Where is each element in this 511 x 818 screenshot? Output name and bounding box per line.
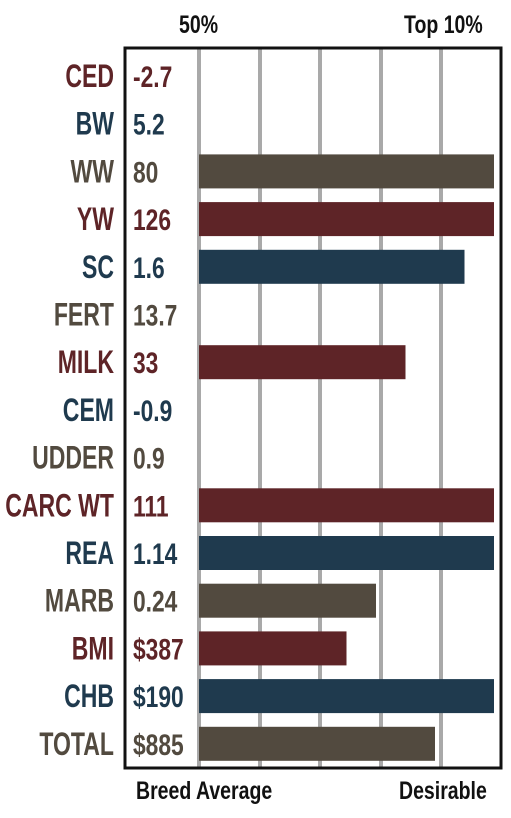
bar [199, 488, 494, 523]
category-label: YW [77, 201, 115, 237]
footer-desirable-label: Desirable [399, 777, 487, 805]
category-label: BW [76, 106, 115, 142]
bar [199, 202, 494, 237]
value-label: 126 [133, 203, 171, 237]
value-label: $387 [133, 632, 184, 666]
footer-breed-average-label: Breed Average [136, 777, 273, 805]
value-label: -2.7 [133, 60, 172, 94]
bar [199, 679, 494, 714]
value-label: 5.2 [133, 108, 165, 142]
bar [199, 536, 494, 570]
value-label: 80 [133, 155, 158, 189]
category-label: UDDER [32, 440, 114, 476]
bar [199, 345, 406, 380]
category-label: MILK [58, 345, 114, 381]
category-label: FERT [54, 297, 114, 333]
bar [199, 249, 465, 284]
value-label: 33 [133, 346, 158, 380]
category-label: WW [71, 154, 115, 190]
bar [199, 154, 494, 189]
bar [199, 583, 376, 618]
category-label: SC [82, 249, 114, 285]
header-top-10-percent-label: Top 10% [404, 11, 483, 39]
value-label: 0.24 [133, 585, 178, 619]
category-label: TOTAL [39, 726, 114, 762]
bar [199, 631, 347, 666]
category-label: CEM [63, 392, 114, 428]
category-label: CARC WT [5, 488, 114, 524]
value-label: $885 [133, 728, 184, 762]
category-label: REA [65, 535, 114, 571]
category-label: CHB [64, 678, 114, 714]
value-label: $190 [133, 680, 184, 714]
value-label: -0.9 [133, 394, 172, 428]
value-label: 111 [133, 489, 169, 523]
value-label: 13.7 [133, 298, 177, 332]
value-label: 1.6 [133, 251, 165, 285]
chart-frame [123, 46, 503, 770]
category-label: BMI [72, 631, 114, 667]
category-label: MARB [45, 583, 114, 619]
value-label: 0.9 [133, 442, 165, 476]
bar [199, 726, 435, 761]
category-label: CED [65, 58, 114, 94]
header-50-percent-label: 50% [179, 11, 219, 39]
value-label: 1.14 [133, 537, 178, 571]
